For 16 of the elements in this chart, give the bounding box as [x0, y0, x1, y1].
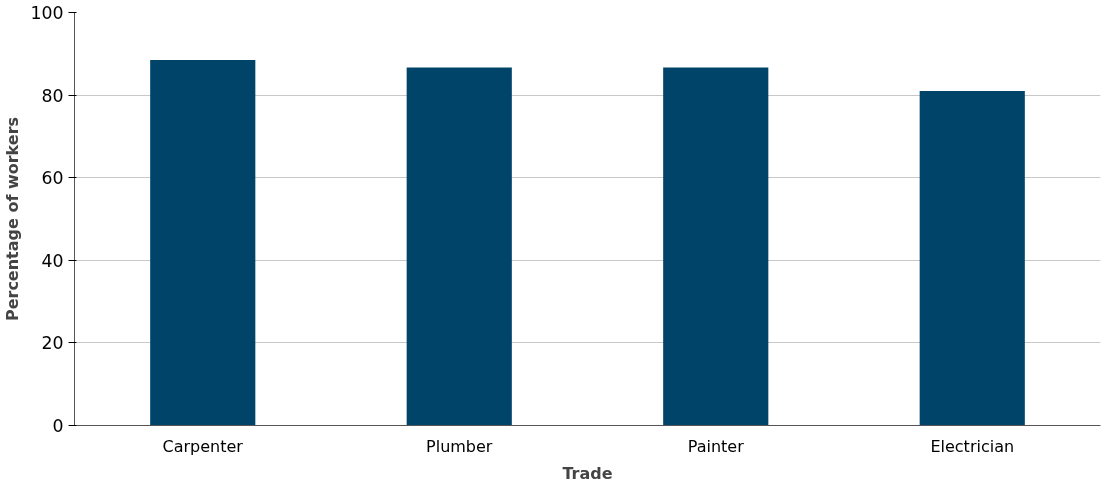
y-tick-label: 0 [52, 416, 64, 436]
x-tick-label: Carpenter [162, 436, 244, 456]
bar [406, 67, 512, 426]
x-axis-title: Trade [562, 463, 613, 483]
y-tick-label: 100 [30, 3, 64, 23]
y-tick-label: 60 [41, 168, 64, 189]
x-tick-label: Painter [687, 436, 745, 456]
bar [663, 67, 769, 426]
x-tick-label: Electrician [930, 436, 1015, 456]
y-axis-title: Percentage of workers [3, 116, 23, 322]
bar [150, 59, 256, 426]
x-tick-label: Plumber [426, 436, 493, 456]
bar [919, 90, 1025, 426]
y-tick-label: 20 [41, 333, 64, 354]
y-tick-label: 80 [41, 85, 64, 106]
y-tick-label: 40 [41, 250, 64, 271]
